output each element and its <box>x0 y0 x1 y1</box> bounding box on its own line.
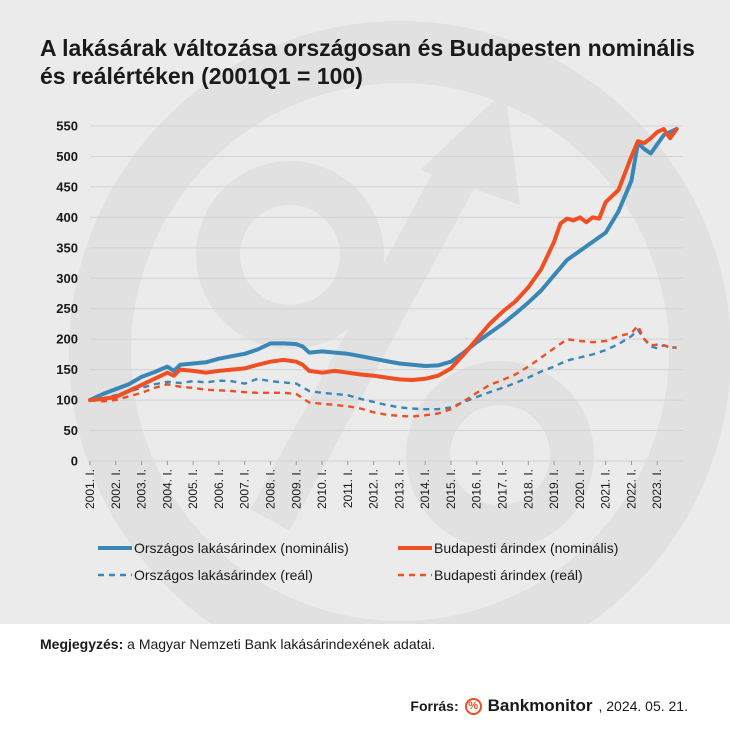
x-tick-label: 2015. I. <box>444 469 458 509</box>
x-tick-label: 2009. I. <box>289 469 303 509</box>
series-line <box>88 127 679 403</box>
note-text: a Magyar Nemzeti Bank lakásárindexének a… <box>123 636 436 652</box>
x-tick-label: 2013. I. <box>392 469 406 509</box>
x-tick-label: 2004. I. <box>160 469 174 509</box>
source-label: Forrás: <box>410 698 459 714</box>
x-tick-label: 2023. I. <box>650 469 664 509</box>
y-tick-label: 100 <box>56 393 78 408</box>
y-tick-label: 500 <box>56 149 78 164</box>
y-tick-label: 450 <box>56 179 78 194</box>
series-layer <box>88 127 679 418</box>
source-date: , 2024. 05. 21. <box>598 698 688 714</box>
legend: Országos lakásárindex (nominális) Budapes… <box>98 540 618 583</box>
chart-panel: A lakásárak változása országosan és Buda… <box>0 0 730 624</box>
x-tick-label: 2017. I. <box>496 469 510 509</box>
brand-name: Bankmonitor <box>487 696 593 715</box>
x-tick-label: 2001. I. <box>83 469 97 509</box>
x-tick-label: 2018. I. <box>521 469 535 509</box>
gridlines <box>90 125 683 462</box>
y-tick-label: 350 <box>56 240 78 255</box>
y-tick-label: 300 <box>56 271 78 286</box>
line-chart: 0 50 100 150 200 250 300 350 400 450 500 550 2001. … <box>56 119 683 583</box>
x-tick-label: 2007. I. <box>238 469 252 509</box>
x-tick-label: 2010. I. <box>315 469 329 509</box>
x-tick-label: 2016. I. <box>470 469 484 509</box>
percent-watermark-icon <box>0 0 730 624</box>
x-tick-label: 2019. I. <box>547 469 561 509</box>
y-axis: 0 50 100 150 200 250 300 350 400 450 500 550 <box>56 119 78 469</box>
x-tick-label: 2005. I. <box>186 469 200 509</box>
x-tick-label: 2014. I. <box>418 469 432 509</box>
x-tick-label: 2002. I. <box>109 469 123 509</box>
legend-label: Országos lakásárindex (nominális) <box>134 540 349 556</box>
y-tick-label: 550 <box>56 119 78 134</box>
x-tick-label: 2003. I. <box>135 469 149 509</box>
x-tick-label: 2008. I. <box>263 469 277 509</box>
x-axis: 2001. I. 2002. I. 2003. I. 2004. I. 2005. I.… <box>83 461 664 509</box>
y-tick-label: 50 <box>64 423 78 438</box>
bankmonitor-logo-icon: % <box>464 697 482 715</box>
x-tick-label: 2012. I. <box>367 469 381 509</box>
x-tick-label: 2006. I. <box>212 469 226 509</box>
y-tick-label: 400 <box>56 210 78 225</box>
y-tick-label: 200 <box>56 332 78 347</box>
x-tick-label: 2021. I. <box>599 469 613 509</box>
legend-label: Országos lakásárindex (reál) <box>134 567 313 583</box>
x-tick-label: 2020. I. <box>573 469 587 509</box>
footnote: Megjegyzés: a Magyar Nemzeti Bank lakásá… <box>40 636 435 652</box>
series-line <box>88 127 679 403</box>
legend-label: Budapesti árindex (reál) <box>434 567 583 583</box>
y-tick-label: 0 <box>71 454 78 469</box>
source-line: Forrás: % Bankmonitor , 2024. 05. 21. <box>410 696 688 716</box>
x-tick-label: 2022. I. <box>624 469 638 509</box>
legend-label: Budapesti árindex (nominális) <box>434 540 618 556</box>
note-label: Megjegyzés: <box>40 636 124 652</box>
y-tick-label: 250 <box>56 301 78 316</box>
page-title: A lakásárak változása országosan és Buda… <box>40 35 695 89</box>
y-tick-label: 150 <box>56 362 78 377</box>
series-line <box>89 324 677 418</box>
x-tick-label: 2011. I. <box>341 469 355 508</box>
series-line <box>89 328 677 411</box>
